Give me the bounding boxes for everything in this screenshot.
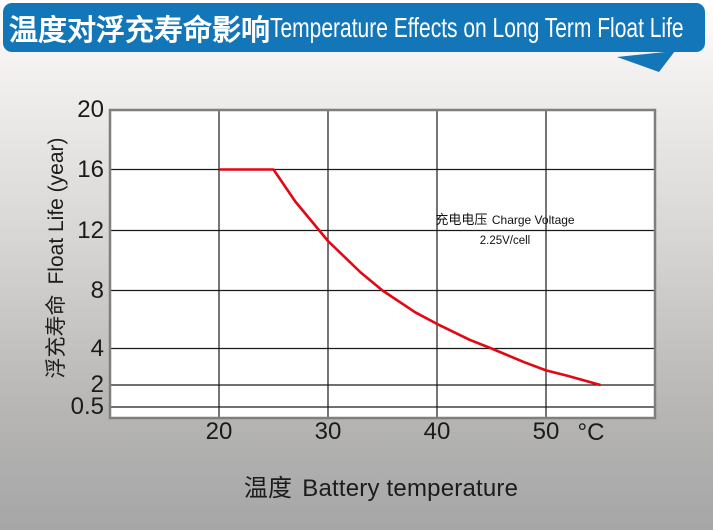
y-tick-label: 4 (90, 334, 104, 362)
y-axis-title: 浮充寿命 Float Life (year) (40, 108, 68, 408)
y-axis-title-chinese: 浮充寿命 (45, 294, 68, 379)
x-tick-label: 20 (205, 418, 233, 445)
x-tick-label: 50 (532, 418, 560, 445)
title-english: Temperature Effects on Long Term Float L… (270, 11, 684, 43)
x-axis-title: 温度 Battery temperature (231, 468, 531, 503)
annotation-voltage-value: 2.25V/cell (479, 235, 531, 247)
float-life-curve (219, 168, 601, 387)
x-axis-title-chinese: 温度 (243, 475, 293, 502)
plot-background (110, 110, 655, 418)
title-banner: 温度对浮充寿命影响 Temperature Effects on Long Ter… (3, 3, 705, 52)
y-tick-label: 20 (77, 96, 104, 123)
annotation-english: Charge Voltage (491, 213, 575, 227)
y-tick-label: 8 (90, 276, 104, 304)
plot-frame (108, 108, 657, 420)
x-tick-label: 40 (423, 418, 451, 445)
x-axis-title-english: Battery temperature (302, 475, 519, 502)
y-axis-title-english: Float Life (year) (45, 137, 68, 285)
title-chinese: 温度对浮充寿命影响 (9, 14, 271, 47)
y-tick-label: 16 (77, 155, 104, 183)
y-tick-label: 2 (90, 371, 104, 398)
charge-voltage-annotation: 充电电压 Charge Voltage 2.25V/cell (425, 213, 585, 248)
annotation-chinese: 充电电压 (435, 212, 488, 227)
x-tick-label: 30 (314, 418, 342, 445)
x-axis-unit-label: °C (577, 419, 605, 446)
y-tick-label: 0.5 (70, 393, 104, 420)
y-axis-tick-labels: 20 16 12 8 4 2 0.5 (0, 0, 104, 530)
y-tick-label: 12 (77, 216, 104, 244)
